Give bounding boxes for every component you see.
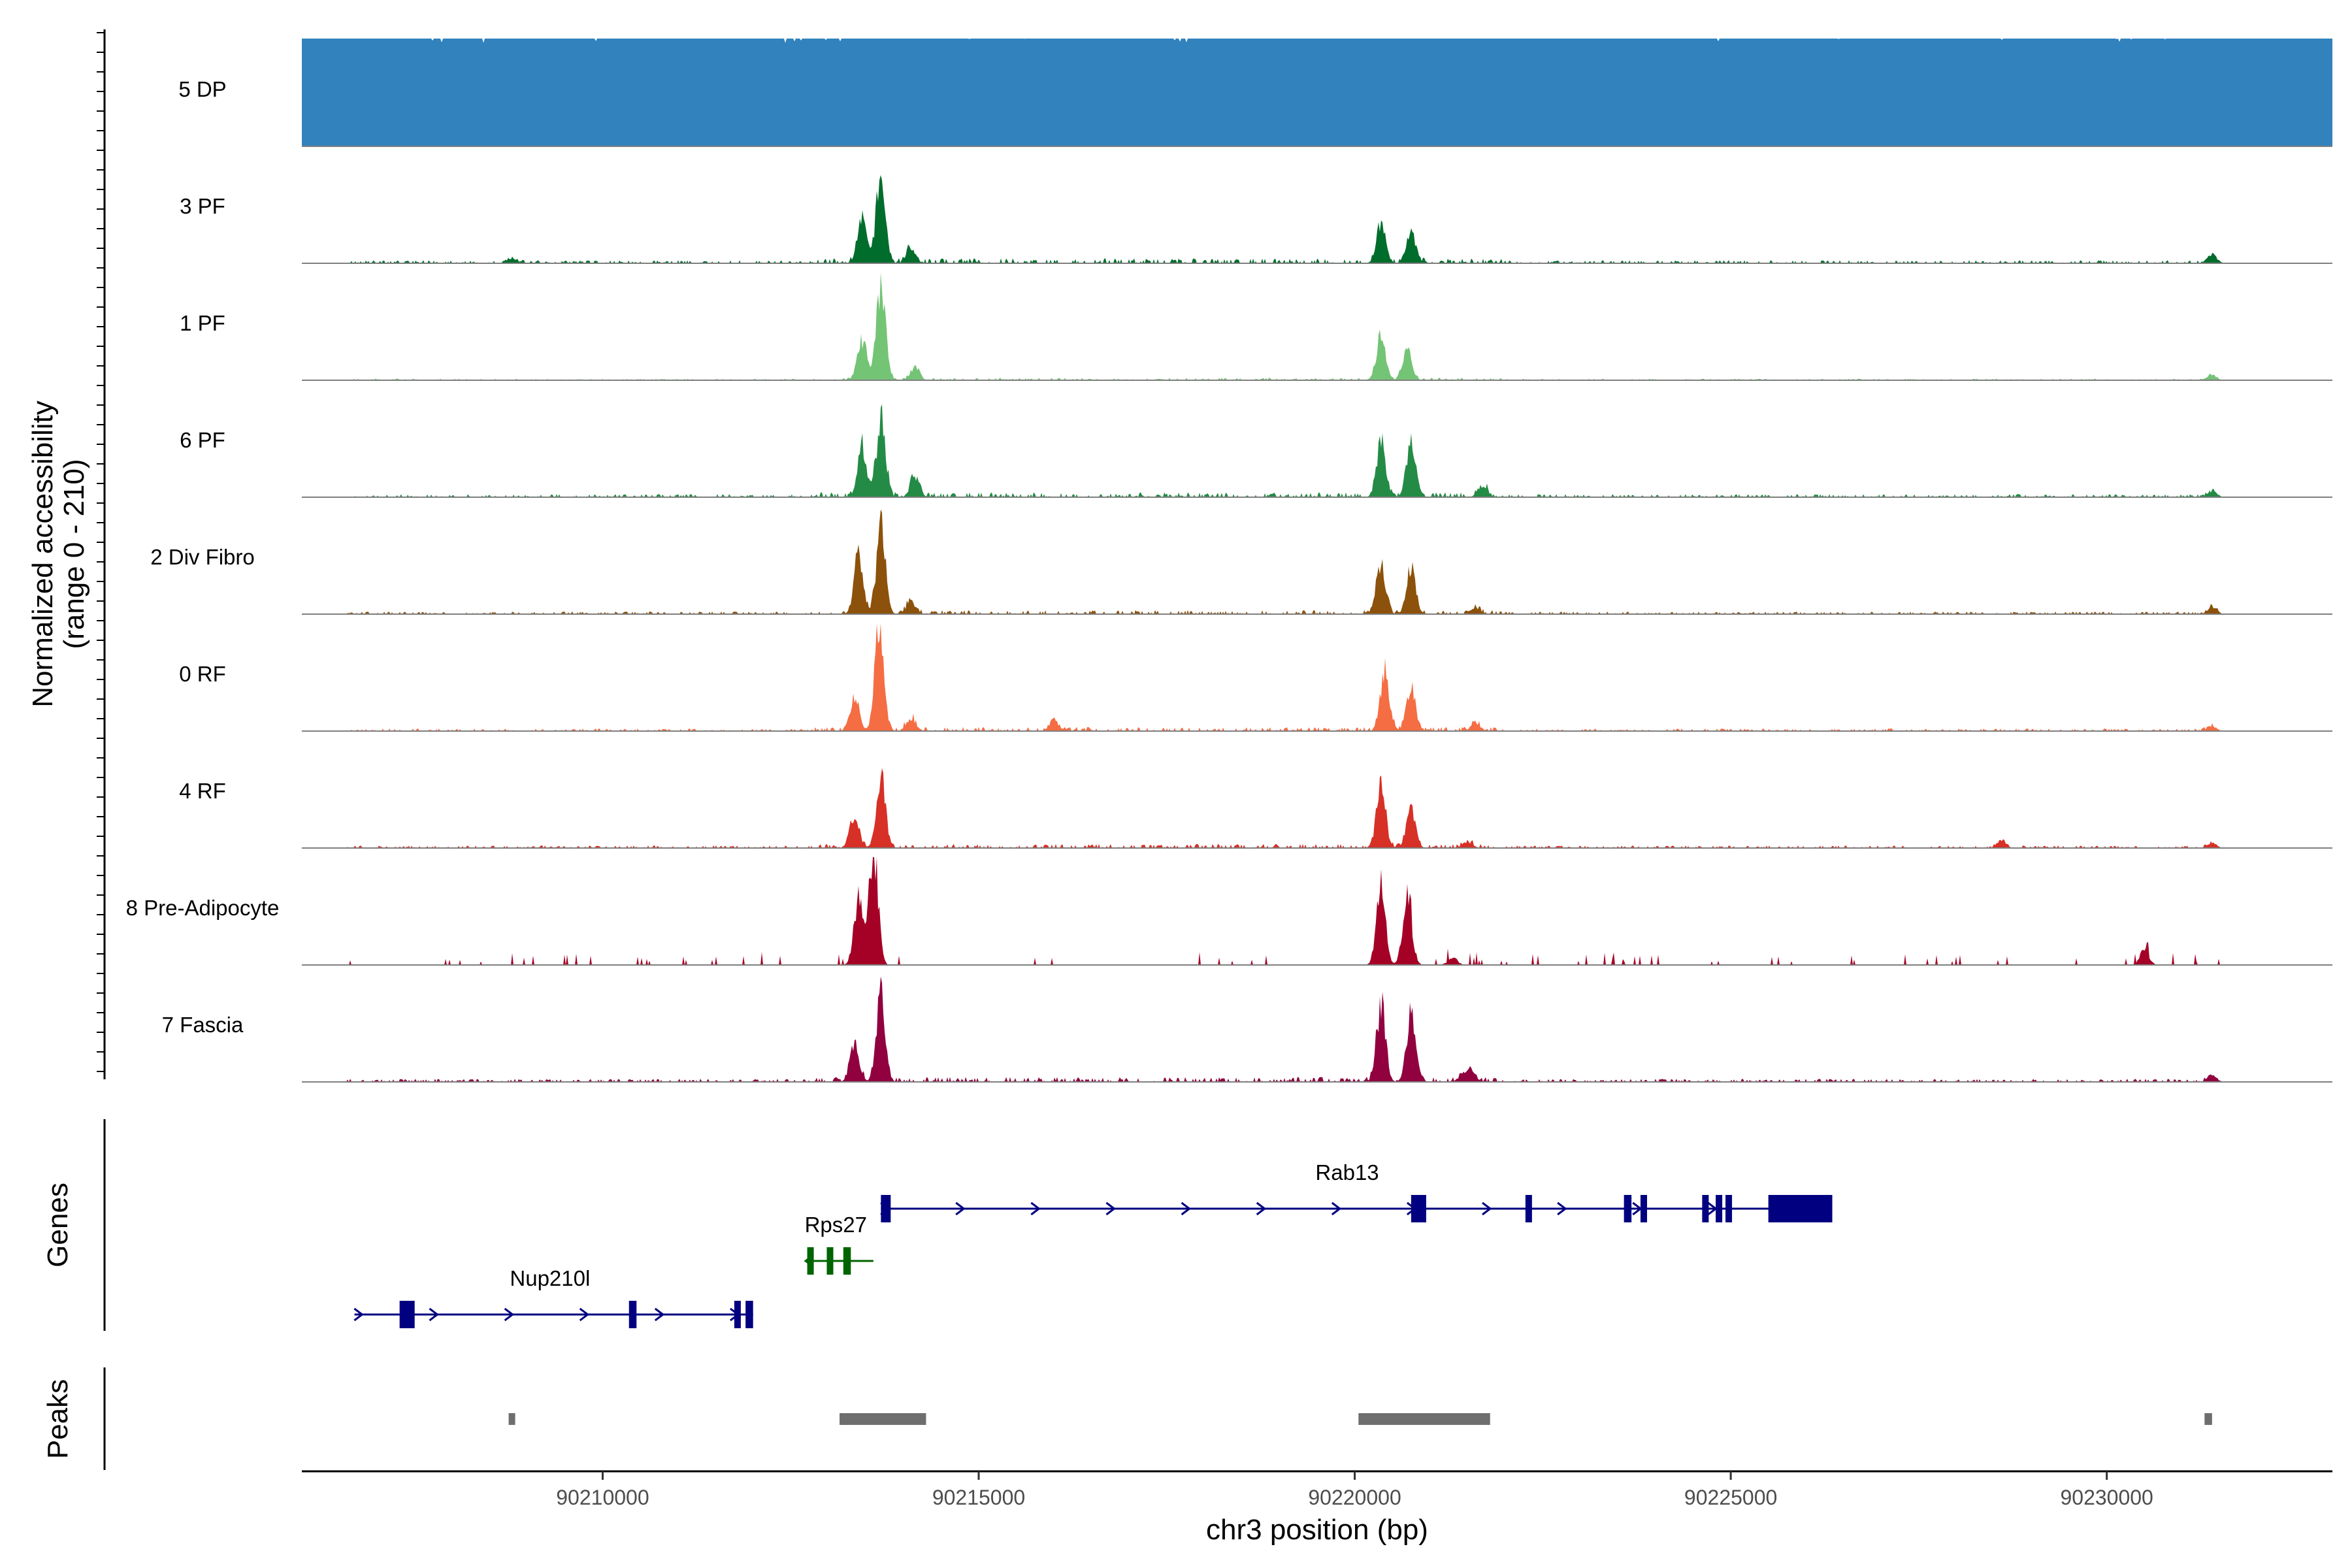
track-area-6 xyxy=(302,768,2332,848)
gene-label: Nup210l xyxy=(510,1266,590,1290)
gene-exon xyxy=(1768,1195,1833,1222)
peak-region-2 xyxy=(1358,1413,1490,1425)
x-tick-label: 90210000 xyxy=(556,1486,649,1509)
gene-label: Rps27 xyxy=(805,1213,867,1237)
gene-exon xyxy=(734,1301,741,1328)
strand-arrow xyxy=(1105,1201,1116,1216)
track-4: 2 Div Fibro xyxy=(150,509,2332,615)
gene-exon xyxy=(1702,1195,1709,1222)
strand-arrow xyxy=(504,1307,515,1322)
track-0: 5 DP xyxy=(178,39,2332,147)
coverage-tracks: 5 DP 3 PF 1 PF 6 PF 2 Div Fibro 0 RF 4 RF 8 Pre… xyxy=(126,39,2332,1083)
gene-exon xyxy=(745,1301,753,1328)
gene-rps27: Rps27 xyxy=(804,1213,874,1275)
gene-rab13: Rab13 xyxy=(880,1160,1833,1222)
x-axis-label: chr3 position (bp) xyxy=(1206,1514,1428,1546)
track-6: 4 RF xyxy=(179,768,2332,849)
x-tick-label: 90215000 xyxy=(932,1486,1025,1509)
strand-arrow xyxy=(1557,1201,1567,1216)
peak-regions xyxy=(508,1413,2212,1425)
track-area-5 xyxy=(302,623,2332,731)
gene-exon xyxy=(1725,1195,1733,1222)
track-area-4 xyxy=(302,509,2332,614)
track-5: 0 RF xyxy=(179,623,2332,732)
gene-exon xyxy=(1716,1195,1723,1222)
y-axis-label-line2: (range 0 - 210) xyxy=(58,459,90,649)
gene-exon xyxy=(881,1195,891,1222)
track-2: 1 PF xyxy=(180,272,2332,381)
track-area-2 xyxy=(302,272,2332,380)
track-label: 2 Div Fibro xyxy=(150,545,255,569)
y-axis-label-line1: Normalized accessibility xyxy=(27,400,59,707)
gene-exon xyxy=(826,1247,834,1275)
x-tick-label: 90230000 xyxy=(2060,1486,2153,1509)
strand-arrow xyxy=(1030,1201,1041,1216)
track-label: 6 PF xyxy=(180,428,225,452)
strand-arrow xyxy=(654,1307,665,1322)
gene-exon xyxy=(1624,1195,1632,1222)
strand-arrow xyxy=(1482,1201,1492,1216)
strand-arrow xyxy=(1181,1201,1192,1216)
track-label: 7 Fascia xyxy=(162,1013,244,1037)
gene-label: Rab13 xyxy=(1315,1160,1379,1184)
track-label: 1 PF xyxy=(180,311,225,335)
track-7: 8 Pre-Adipocyte xyxy=(126,857,2332,966)
track-label: 0 RF xyxy=(179,662,226,686)
strand-arrow xyxy=(429,1307,439,1322)
peak-region-1 xyxy=(840,1413,926,1425)
gene-annotations: Rab13 Rps27 Nup210l xyxy=(353,1160,1833,1328)
gene-exon xyxy=(629,1301,637,1328)
x-tick-label: 90225000 xyxy=(1684,1486,1777,1509)
y-axis-coverage xyxy=(97,29,106,1079)
gene-exon xyxy=(399,1301,415,1328)
gene-nup210l: Nup210l xyxy=(353,1266,753,1328)
strand-arrow xyxy=(579,1307,590,1322)
strand-arrow xyxy=(955,1201,966,1216)
x-axis: 90210000 90215000 90220000 90225000 90230000 xyxy=(302,1470,2332,1509)
peak-region-0 xyxy=(508,1413,515,1425)
track-area-0 xyxy=(302,39,2332,146)
track-1: 3 PF xyxy=(180,174,2332,264)
track-label: 5 DP xyxy=(178,77,226,101)
gene-exon xyxy=(807,1247,814,1275)
x-tick-label: 90220000 xyxy=(1308,1486,1401,1509)
track-area-7 xyxy=(302,857,2332,965)
track-8: 7 Fascia xyxy=(162,976,2332,1083)
track-area-3 xyxy=(302,404,2332,497)
track-3: 6 PF xyxy=(180,404,2332,498)
track-label: 4 RF xyxy=(179,779,226,803)
gene-exon xyxy=(1525,1195,1532,1222)
genes-axis-label: Genes xyxy=(42,1183,74,1267)
track-label: 8 Pre-Adipocyte xyxy=(126,896,280,920)
peak-region-3 xyxy=(2204,1413,2212,1425)
gene-exon xyxy=(1640,1195,1647,1222)
gene-exon xyxy=(1411,1195,1426,1222)
strand-arrow xyxy=(1331,1201,1342,1216)
strand-arrow xyxy=(353,1307,364,1322)
gene-exon xyxy=(843,1247,851,1275)
track-label: 3 PF xyxy=(180,194,225,218)
track-area-8 xyxy=(302,976,2332,1082)
strand-arrow xyxy=(1256,1201,1267,1216)
peaks-axis-label: Peaks xyxy=(42,1379,74,1459)
track-area-1 xyxy=(302,174,2332,263)
